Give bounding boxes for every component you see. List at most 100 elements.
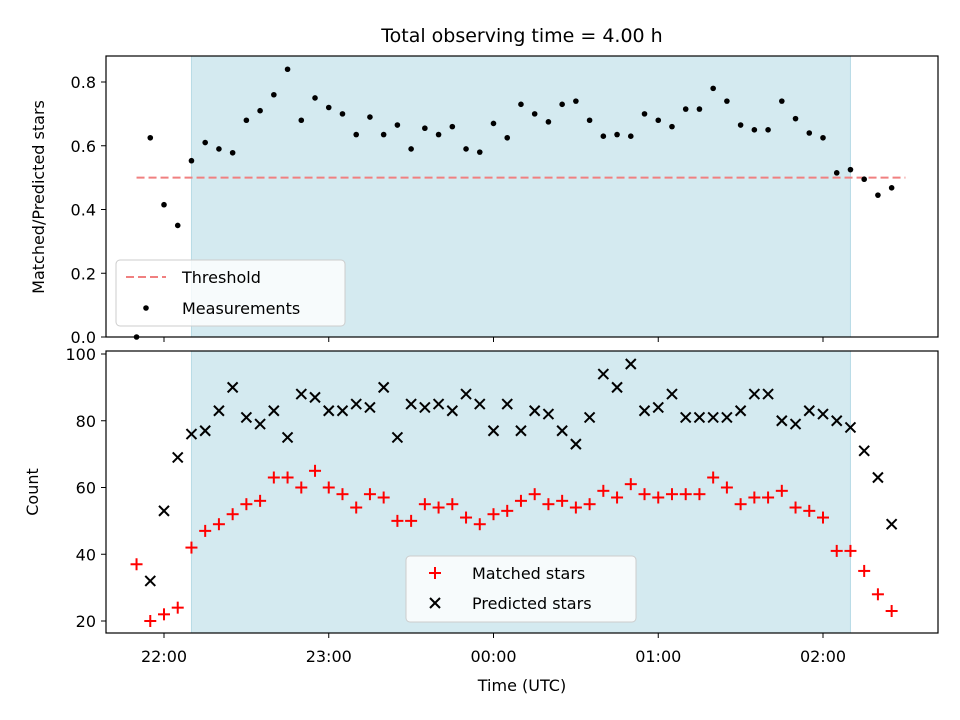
matched-point <box>762 491 775 504</box>
predicted-point <box>707 411 719 424</box>
measurement-point <box>792 115 799 122</box>
matched-point <box>185 541 198 554</box>
matched-point <box>693 488 706 501</box>
matched-point <box>295 481 308 494</box>
measurement-point <box>325 104 332 111</box>
legend-measurements-label: Measurements <box>182 299 300 318</box>
predicted-point <box>776 415 788 427</box>
measurement-point <box>600 133 607 139</box>
measurement-point <box>641 111 648 117</box>
measurement-point <box>284 66 291 73</box>
predicted-point <box>350 398 362 410</box>
predicted-point <box>858 445 870 457</box>
y-tick-label: 0.4 <box>71 201 96 220</box>
predicted-point <box>377 381 390 394</box>
predicted-point <box>405 398 417 410</box>
predicted-point <box>734 405 747 417</box>
predicted-point <box>323 405 335 417</box>
predicted-point <box>872 471 884 484</box>
matched-point <box>240 498 253 511</box>
predicted-point <box>501 398 513 410</box>
measurement-point <box>504 134 511 141</box>
measurement-point <box>449 123 456 130</box>
predicted-point <box>570 438 582 450</box>
measurement-point <box>833 170 840 176</box>
matched-point <box>556 494 569 507</box>
measurement-point <box>682 106 689 112</box>
measurement-point <box>408 146 414 152</box>
predicted-point <box>611 381 623 394</box>
matched-point <box>130 558 143 571</box>
matched-point <box>871 588 884 601</box>
matched-point <box>158 608 170 621</box>
y-tick-label: 0.8 <box>71 73 96 92</box>
bottom-y-axis-label: Count <box>23 468 42 516</box>
measurement-point <box>422 125 428 132</box>
predicted-point <box>487 425 500 437</box>
measurement-point <box>696 106 703 112</box>
predicted-point <box>446 405 459 417</box>
matched-point <box>817 511 829 524</box>
top-panel: 0.0 0.2 0.4 0.6 0.8 Total observing time = 4… <box>29 25 939 347</box>
matched-point <box>597 484 610 497</box>
measurement-point <box>806 130 813 136</box>
y-tick-label: 40 <box>76 545 96 564</box>
y-tick-label: 0.6 <box>71 137 96 156</box>
bottom-legend-box <box>405 555 637 623</box>
measurement-point <box>216 146 222 152</box>
matched-point <box>377 491 390 504</box>
top-y-axis-label: Matched/Predicted stars <box>29 100 48 294</box>
measurement-point <box>147 134 154 141</box>
matched-point <box>226 508 239 521</box>
top-x-ticks <box>163 337 824 342</box>
x-tick-label: 23:00 <box>306 647 352 666</box>
measurement-point <box>573 98 579 104</box>
matched-point <box>720 481 733 494</box>
predicted-point <box>158 505 170 517</box>
matched-point <box>707 471 720 484</box>
y-tick-label: 100 <box>65 345 96 364</box>
measurement-point <box>531 111 538 117</box>
matched-point <box>460 511 473 524</box>
measurement-point <box>765 127 771 133</box>
measurement-point <box>888 185 895 191</box>
matched-point <box>336 488 349 501</box>
measurement-point <box>271 91 277 98</box>
predicted-point <box>748 388 761 400</box>
matched-point <box>734 498 747 511</box>
matched-point <box>830 544 843 557</box>
measurement-point <box>669 123 675 130</box>
predicted-point <box>281 431 294 444</box>
matched-point <box>446 498 459 511</box>
predicted-point <box>295 388 307 400</box>
matched-point <box>391 514 404 527</box>
predicted-point <box>185 428 198 440</box>
measurement-point <box>710 85 716 92</box>
measurement-point <box>229 149 236 156</box>
matched-point <box>363 488 376 501</box>
matched-point <box>514 494 527 507</box>
x-tick-label: 01:00 <box>635 647 681 666</box>
measurement-point <box>188 157 195 164</box>
matched-point <box>199 524 212 537</box>
bottom-panel: 20 40 60 80 100 22:00 23:00 00:00 01:00 02:00 Co… <box>23 345 939 695</box>
measurement-point <box>257 107 263 114</box>
matched-point <box>432 501 445 514</box>
legend-measurements-swatch <box>143 305 149 311</box>
x-tick-label: 22:00 <box>141 647 187 666</box>
matched-point <box>885 604 898 617</box>
matched-point <box>309 464 322 477</box>
predicted-point <box>680 411 692 424</box>
measurement-point <box>435 131 442 138</box>
predicted-point <box>199 425 211 437</box>
matched-point <box>473 518 486 531</box>
measurement-point <box>339 111 346 117</box>
y-tick-label: 60 <box>76 479 96 498</box>
predicted-point <box>432 398 445 410</box>
matched-point <box>775 484 788 497</box>
measurement-point <box>586 117 593 124</box>
measurement-point <box>380 131 387 138</box>
matched-point <box>254 494 267 507</box>
measurement-point <box>724 98 730 104</box>
bottom-y-ticks: 20 40 60 80 100 <box>65 345 106 631</box>
